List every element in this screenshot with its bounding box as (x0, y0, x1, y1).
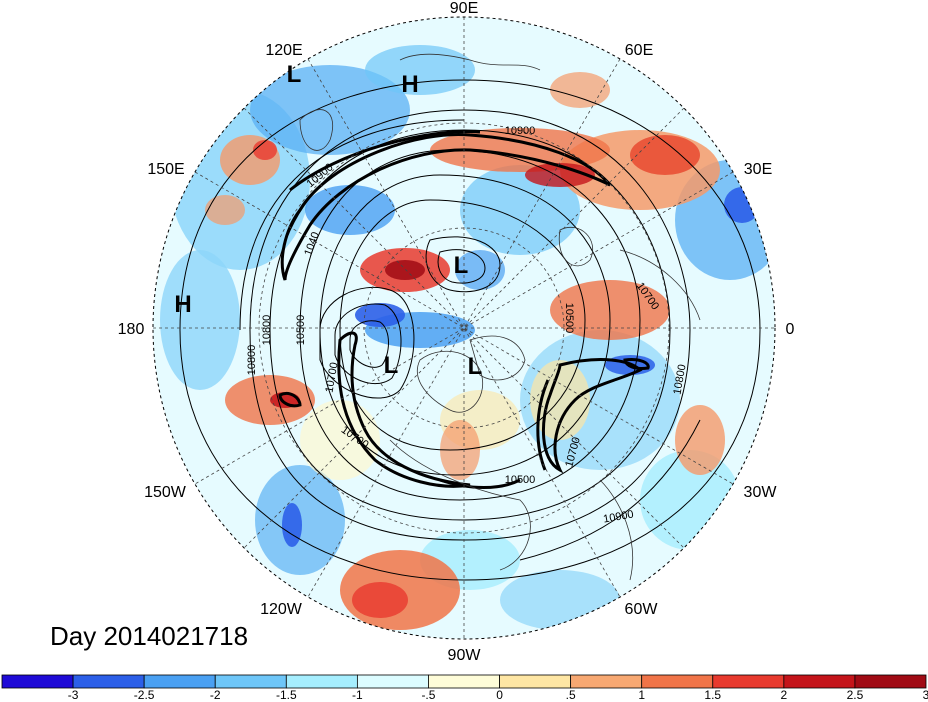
contour-label: 10500 (295, 315, 307, 346)
colorbar-tick-label: 2 (781, 688, 788, 702)
colorbar-box (143, 674, 216, 689)
contour-label: 10700 (323, 361, 340, 393)
contour-label: 10500 (505, 474, 536, 486)
lon-label-30e: 30E (744, 161, 772, 178)
colorbar-tick-label: 1.5 (704, 688, 721, 702)
colorbar-box (1, 674, 74, 689)
map-boundary (152, 16, 776, 640)
colorbar: -3 -2.5 -2 -1.5 -1 -.5 0 .5 1 1.5 2 2.5 3 (1, 674, 928, 702)
colorbar-tick-labels: -3 -2.5 -2 -1.5 -1 -.5 0 .5 1 1.5 2 2.5 3 (68, 688, 928, 702)
low-pressure-marker: L (384, 352, 399, 379)
contour-label: 10500 (563, 303, 575, 334)
longitude-labels: 90E 60E 120E 30E 150E 0 180 30W 150W 60W… (118, 0, 795, 664)
colorbar-tick-label: -3 (68, 688, 79, 702)
colorbar-tick-label: -1 (352, 688, 363, 702)
jet-contours (278, 130, 650, 489)
colorbar-box (214, 674, 287, 689)
low-pressure-marker: L (454, 252, 469, 279)
colorbar-tick-label: 0 (496, 688, 503, 702)
contour-label: 10800 (671, 363, 688, 395)
colorbar-box (570, 674, 643, 689)
low-pressure-marker: L (468, 353, 483, 380)
colorbar-box (854, 674, 927, 689)
lon-label-90w: 90W (448, 647, 482, 664)
contour-label: 10900 (602, 508, 634, 525)
colorbar-tick-label: 1 (638, 688, 645, 702)
colorbar-box (499, 674, 572, 689)
colorbar-tick-label: -.5 (421, 688, 435, 702)
coastlines (299, 53, 701, 581)
pressure-centers: L H L H L L (174, 61, 482, 380)
lon-label-150e: 150E (147, 161, 184, 178)
colorbar-box (641, 674, 714, 689)
lon-label-180: 180 (118, 321, 145, 338)
colorbar-tick-label: 3 (923, 688, 928, 702)
low-pressure-marker: L (287, 61, 302, 88)
colorbar-tick-label: 2.5 (847, 688, 864, 702)
lon-label-0: 0 (786, 321, 795, 338)
colorbar-box (285, 674, 358, 689)
lon-label-90e: 90E (450, 0, 478, 17)
colorbar-box (72, 674, 145, 689)
high-pressure-marker: H (174, 291, 191, 318)
lon-label-60w: 60W (625, 601, 659, 618)
colorbar-tick-label: -2 (210, 688, 221, 702)
colorbar-box (428, 674, 500, 689)
day-title: Day 2014021718 (50, 621, 248, 651)
contour-label: 10800 (261, 315, 273, 346)
colorbar-tick-label: -2.5 (134, 688, 155, 702)
colorbar-box (712, 674, 785, 689)
contour-label: 10800 (246, 345, 258, 376)
colorbar-box (783, 674, 856, 689)
colorbar-tick-label: -1.5 (276, 688, 297, 702)
lon-label-30w: 30W (744, 484, 778, 501)
colorbar-box (356, 674, 429, 689)
lon-label-120w: 120W (260, 601, 303, 618)
lon-label-120e: 120E (265, 42, 302, 59)
colorbar-boxes (1, 674, 927, 689)
lon-label-150w: 150W (144, 484, 187, 501)
contour-label: 10900 (505, 125, 536, 137)
lon-label-60e: 60E (625, 42, 653, 59)
graticule (153, 17, 775, 639)
high-pressure-marker: H (401, 71, 418, 98)
colorbar-tick-label: .5 (566, 688, 576, 702)
